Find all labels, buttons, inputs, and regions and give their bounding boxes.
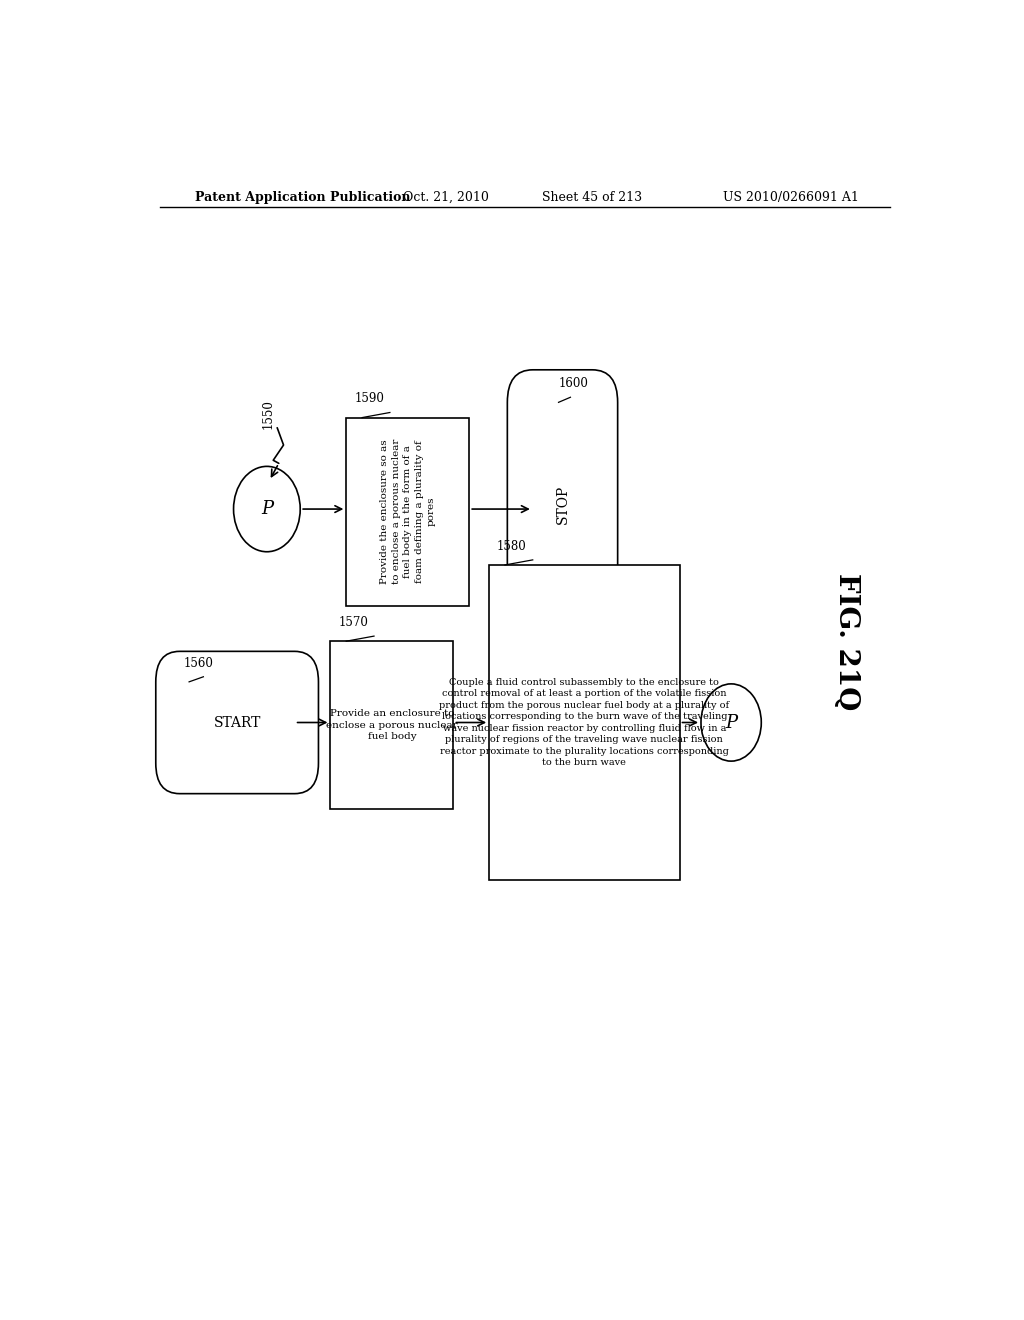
Text: Provide an enclosure to
enclose a porous nuclear
fuel body: Provide an enclosure to enclose a porous…	[326, 709, 458, 741]
Text: 1590: 1590	[354, 392, 384, 405]
Text: P: P	[725, 714, 737, 731]
Text: Sheet 45 of 213: Sheet 45 of 213	[542, 190, 642, 203]
Bar	[489, 565, 680, 880]
Text: 1560: 1560	[183, 656, 213, 669]
Text: Provide the enclosure so as
to enclose a porous nuclear
fuel body in the form of: Provide the enclosure so as to enclose a…	[380, 440, 435, 585]
Text: FIG. 21Q: FIG. 21Q	[833, 573, 860, 710]
Text: P: P	[261, 500, 273, 517]
Bar	[331, 642, 454, 809]
Text: Couple a fluid control subassembly to the enclosure to
control removal of at lea: Couple a fluid control subassembly to th…	[439, 678, 729, 767]
FancyBboxPatch shape	[507, 370, 617, 638]
Text: 1600: 1600	[558, 378, 589, 391]
Text: STOP: STOP	[555, 484, 569, 524]
Circle shape	[233, 466, 300, 552]
Bar	[346, 417, 469, 606]
Circle shape	[701, 684, 761, 762]
Text: Patent Application Publication: Patent Application Publication	[196, 190, 411, 203]
FancyBboxPatch shape	[156, 651, 318, 793]
Text: 1580: 1580	[497, 540, 526, 553]
Text: 1550: 1550	[261, 400, 274, 429]
Text: Oct. 21, 2010: Oct. 21, 2010	[402, 190, 488, 203]
Text: 1570: 1570	[338, 616, 369, 630]
Text: US 2010/0266091 A1: US 2010/0266091 A1	[723, 190, 858, 203]
Text: START: START	[213, 715, 261, 730]
